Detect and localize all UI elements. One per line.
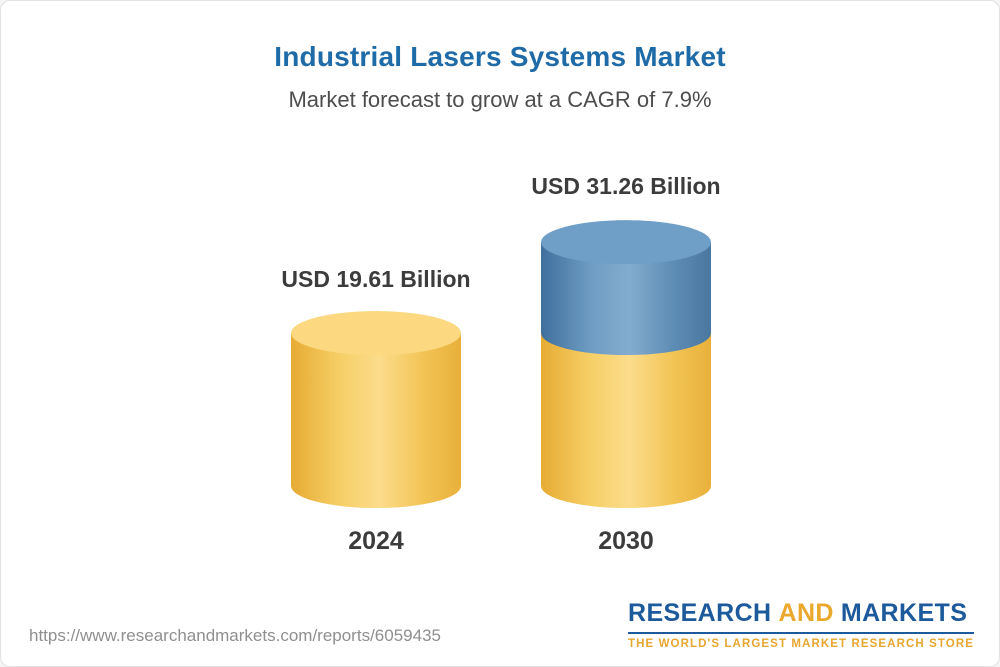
logo-divider	[628, 632, 974, 634]
page-footer: https://www.researchandmarkets.com/repor…	[29, 599, 974, 650]
bar-2030-base-cylinder	[541, 333, 711, 508]
bar-2030-category-label: 2030	[598, 527, 654, 555]
logo-tagline: THE WORLD'S LARGEST MARKET RESEARCH STOR…	[628, 638, 974, 650]
logo-wordmark: RESEARCH AND MARKETS	[628, 599, 974, 628]
bar-2030-cap	[541, 220, 711, 265]
page-title: Industrial Lasers Systems Market	[274, 41, 726, 72]
report-url-link[interactable]: https://www.researchandmarkets.com/repor…	[29, 626, 441, 645]
bar-2024: USD 19.61 Billion 2024	[281, 266, 470, 555]
bar-2024-cylinder	[291, 333, 461, 508]
bar-2030-value-label: USD 31.26 Billion	[531, 173, 720, 199]
bar-2030-growth-cylinder	[541, 242, 711, 356]
logo-word-markets: MARKETS	[840, 599, 968, 627]
bar-2024-category-label: 2024	[348, 527, 404, 555]
chart-header: Industrial Lasers Systems Market Market …	[1, 1, 999, 113]
logo-word-research: RESEARCH	[628, 599, 772, 627]
page-subtitle: Market forecast to grow at a CAGR of 7.9…	[288, 87, 712, 112]
bar-2024-cap	[291, 311, 461, 356]
logo-word-and: AND	[778, 599, 834, 627]
bar-2030: USD 31.26 Billion 2030	[531, 173, 720, 555]
research-and-markets-logo[interactable]: RESEARCH AND MARKETS THE WORLD'S LARGEST M…	[628, 599, 974, 650]
bar-2024-value-label: USD 19.61 Billion	[281, 266, 470, 292]
